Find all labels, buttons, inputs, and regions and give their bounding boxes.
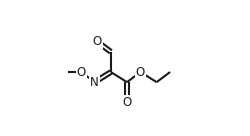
Text: O: O (77, 66, 86, 78)
Text: O: O (136, 66, 145, 78)
Text: O: O (122, 96, 132, 109)
Text: N: N (90, 76, 99, 89)
Text: O: O (93, 35, 102, 48)
